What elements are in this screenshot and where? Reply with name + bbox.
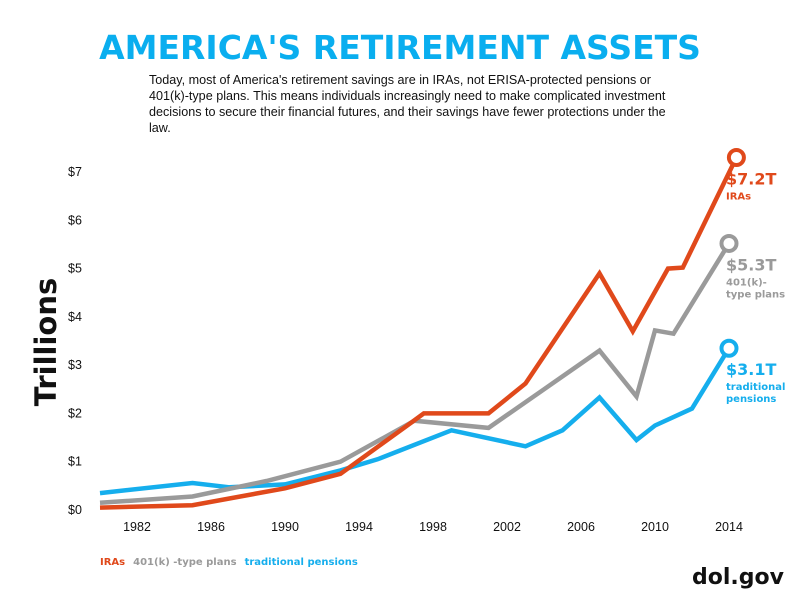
legend-item-iras: IRAs — [100, 557, 126, 568]
x-tick-label: 1982 — [123, 520, 151, 534]
y-tick-label: $7 — [68, 165, 82, 179]
y-tick-label: $3 — [68, 358, 82, 372]
end-name-label-pensions: pensions — [726, 394, 776, 405]
x-tick-label: 2010 — [641, 520, 669, 534]
end-value-label-iras: $7.2T — [726, 169, 776, 188]
y-tick-label: $2 — [68, 406, 82, 420]
end-value-label-k401: $5.3T — [726, 255, 776, 274]
legend: IRAs 401(k) -type plans traditional pens… — [100, 557, 358, 568]
end-name-label-k401: type plans — [726, 289, 785, 300]
x-axis-ticks: 1982 1986 1990 1994 1998 2002 2006 2010 2014 — [123, 520, 743, 534]
y-tick-label: $0 — [68, 503, 82, 517]
y-tick-label: $5 — [68, 262, 82, 276]
y-tick-label: $4 — [68, 310, 82, 324]
y-tick-label: $6 — [68, 213, 82, 227]
source-credit: dol.gov — [692, 565, 784, 590]
series-line-iras — [99, 156, 739, 510]
y-tick-label: $1 — [68, 455, 82, 469]
page-title: AMERICA'S RETIREMENT ASSETS — [99, 28, 701, 67]
end-name-label-iras: IRAs — [726, 191, 751, 202]
x-tick-label: 2006 — [567, 520, 595, 534]
legend-item-401k: 401(k) -type plans — [133, 557, 237, 568]
end-name-label-k401: 401(k)- — [726, 277, 767, 288]
end-name-label-pensions: traditional — [726, 382, 785, 393]
end-point-marker-iras — [726, 147, 746, 167]
x-tick-label: 1998 — [419, 520, 447, 534]
series-line-k401 — [99, 242, 731, 506]
legend-item-pensions: traditional pensions — [244, 557, 358, 568]
x-tick-label: 1994 — [345, 520, 373, 534]
x-tick-label: 2014 — [715, 520, 743, 534]
y-axis-ticks: $0 $1 $2 $3 $4 $5 $6 $7 — [68, 165, 82, 517]
x-tick-label: 1986 — [197, 520, 225, 534]
y-axis-label: Trillions — [29, 278, 63, 407]
x-tick-label: 2002 — [493, 520, 521, 534]
end-point-marker-pensions — [719, 338, 739, 358]
series-lines — [99, 147, 746, 510]
chart-subtitle: Today, most of America's retirement savi… — [149, 73, 666, 135]
end-value-label-pensions: $3.1T — [726, 360, 776, 379]
x-tick-label: 1990 — [271, 520, 299, 534]
end-point-marker-k401 — [719, 233, 739, 253]
